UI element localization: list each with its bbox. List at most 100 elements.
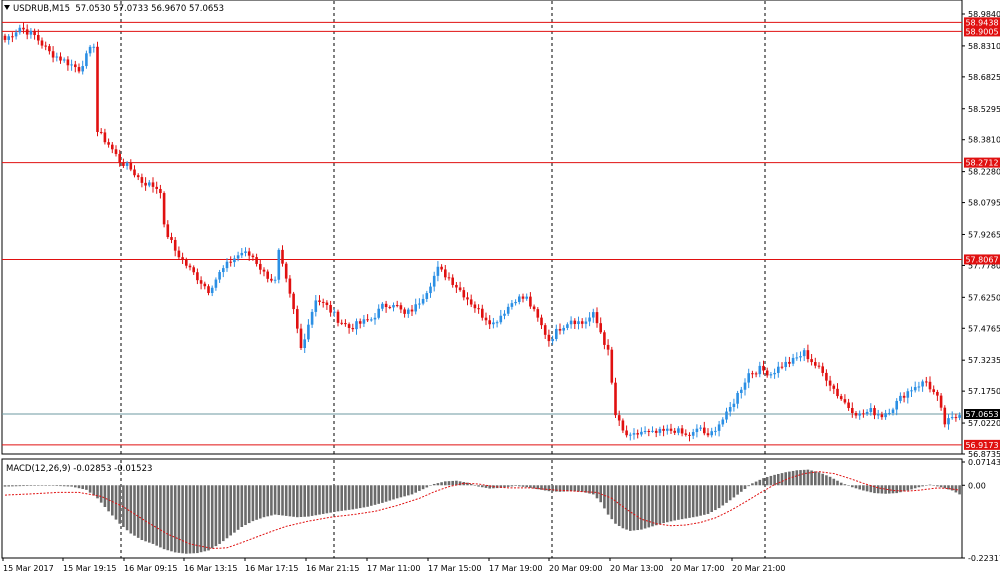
macd-bar-5: [22, 485, 25, 487]
macd-bar-232: [862, 485, 865, 491]
candle-body-248: [921, 381, 924, 387]
candle-body-32: [122, 162, 125, 166]
candle-body-181: [673, 430, 676, 433]
candle-body-88: [329, 304, 332, 313]
candle-body-256: [950, 417, 954, 419]
candle-body-123: [458, 287, 462, 291]
macd-bar-193: [717, 485, 721, 509]
candle-body-131: [488, 320, 491, 325]
candle-body-54: [203, 283, 207, 287]
macd-bar-227: [843, 484, 847, 486]
macd-bar-117: [436, 483, 440, 486]
macd-bar-144: [536, 485, 540, 490]
macd-bar-54: [203, 485, 207, 552]
macd-bar-213: [791, 470, 795, 486]
macd-bar-154: [573, 485, 577, 492]
macd-bar-122: [455, 480, 458, 486]
candle-body-186: [691, 432, 695, 436]
macd-bar-153: [569, 485, 573, 492]
candle-body-14: [55, 56, 59, 58]
candle-body-211: [784, 361, 787, 368]
macd-bar-32: [122, 485, 125, 527]
macd-bar-177: [658, 485, 662, 525]
macd-bar-233: [865, 485, 869, 492]
candle-body-152: [566, 324, 569, 328]
macd-bar-195: [725, 485, 728, 503]
candle-body-113: [421, 298, 425, 304]
macd-bar-80: [299, 485, 303, 517]
macd-bar-126: [469, 483, 473, 486]
macd-bar-123: [458, 481, 462, 486]
candle-body-230: [854, 413, 858, 416]
candle-body-80: [299, 328, 303, 349]
macd-bar-45: [170, 485, 173, 552]
candle-body-17: [66, 59, 70, 66]
candle-body-8: [33, 30, 36, 36]
macd-bar-33: [125, 485, 129, 531]
macd-bar-61: [229, 485, 232, 536]
macd-bar-100: [373, 485, 377, 505]
candle-body-243: [902, 395, 906, 398]
candle-body-184: [684, 433, 688, 435]
candle-body-64: [240, 252, 244, 256]
macd-bar-55: [207, 485, 210, 551]
candle-body-258: [958, 415, 961, 418]
macd-bar-157: [584, 485, 588, 493]
price-tick-label-11: 57.3235: [968, 356, 1000, 365]
candle-body-251: [932, 389, 935, 392]
candle-body-134: [499, 315, 503, 323]
candle-body-24: [92, 46, 96, 48]
candle-body-244: [906, 391, 910, 398]
candle-body-140: [521, 296, 525, 299]
macd-bar-12: [48, 485, 51, 486]
macd-bar-56: [210, 485, 214, 549]
macd-bar-74: [277, 485, 281, 516]
macd-bar-114: [425, 485, 429, 488]
candle-body-41: [155, 186, 158, 189]
macd-bar-208: [773, 474, 776, 486]
macd-bar-148: [551, 485, 554, 492]
candle-body-0: [3, 35, 7, 40]
candle-body-178: [662, 428, 665, 431]
level-tag-1-label: 58.9005: [965, 27, 998, 36]
candle-body-229: [851, 408, 854, 414]
macd-bar-120: [447, 481, 451, 486]
time-tick-label-5: 16 Mar 21:15: [306, 564, 359, 573]
price-tick-label-0: 58.9840: [968, 10, 1000, 19]
macd-bar-88: [329, 485, 332, 513]
candle-body-29: [111, 144, 114, 150]
macd-bar-194: [721, 485, 725, 506]
macd-bar-155: [577, 485, 580, 492]
candle-body-247: [917, 386, 921, 388]
macd-bar-106: [395, 485, 399, 499]
macd-bar-151: [562, 485, 565, 492]
macd-bar-226: [839, 482, 843, 486]
candle-body-215: [799, 356, 802, 358]
candle-body-185: [688, 434, 691, 436]
candle-body-208: [773, 372, 776, 375]
macd-bar-251: [932, 485, 935, 486]
candle-body-168: [625, 430, 628, 436]
macd-bar-75: [281, 485, 284, 516]
macd-bar-66: [247, 485, 251, 524]
macd-bar-243: [902, 485, 906, 492]
price-tick-label-10: 57.4765: [968, 324, 1000, 333]
macd-bar-69: [259, 485, 262, 519]
candle-body-114: [425, 293, 429, 299]
macd-signal-line: [4, 471, 960, 550]
candle-body-101: [377, 308, 380, 318]
candle-body-189: [703, 427, 706, 434]
candle-body-200: [743, 382, 747, 390]
chevron-down-icon[interactable]: [4, 5, 10, 10]
candle-body-56: [210, 287, 214, 294]
macd-bar-190: [706, 485, 710, 514]
candle-body-61: [229, 261, 232, 263]
macd-bar-204: [758, 479, 762, 486]
candle-body-255: [947, 418, 950, 425]
macd-bar-202: [751, 483, 754, 486]
macd-panel-frame: [1, 458, 963, 559]
macd-bar-235: [873, 485, 876, 494]
macd-bar-178: [662, 485, 665, 524]
candle-body-225: [836, 388, 839, 397]
